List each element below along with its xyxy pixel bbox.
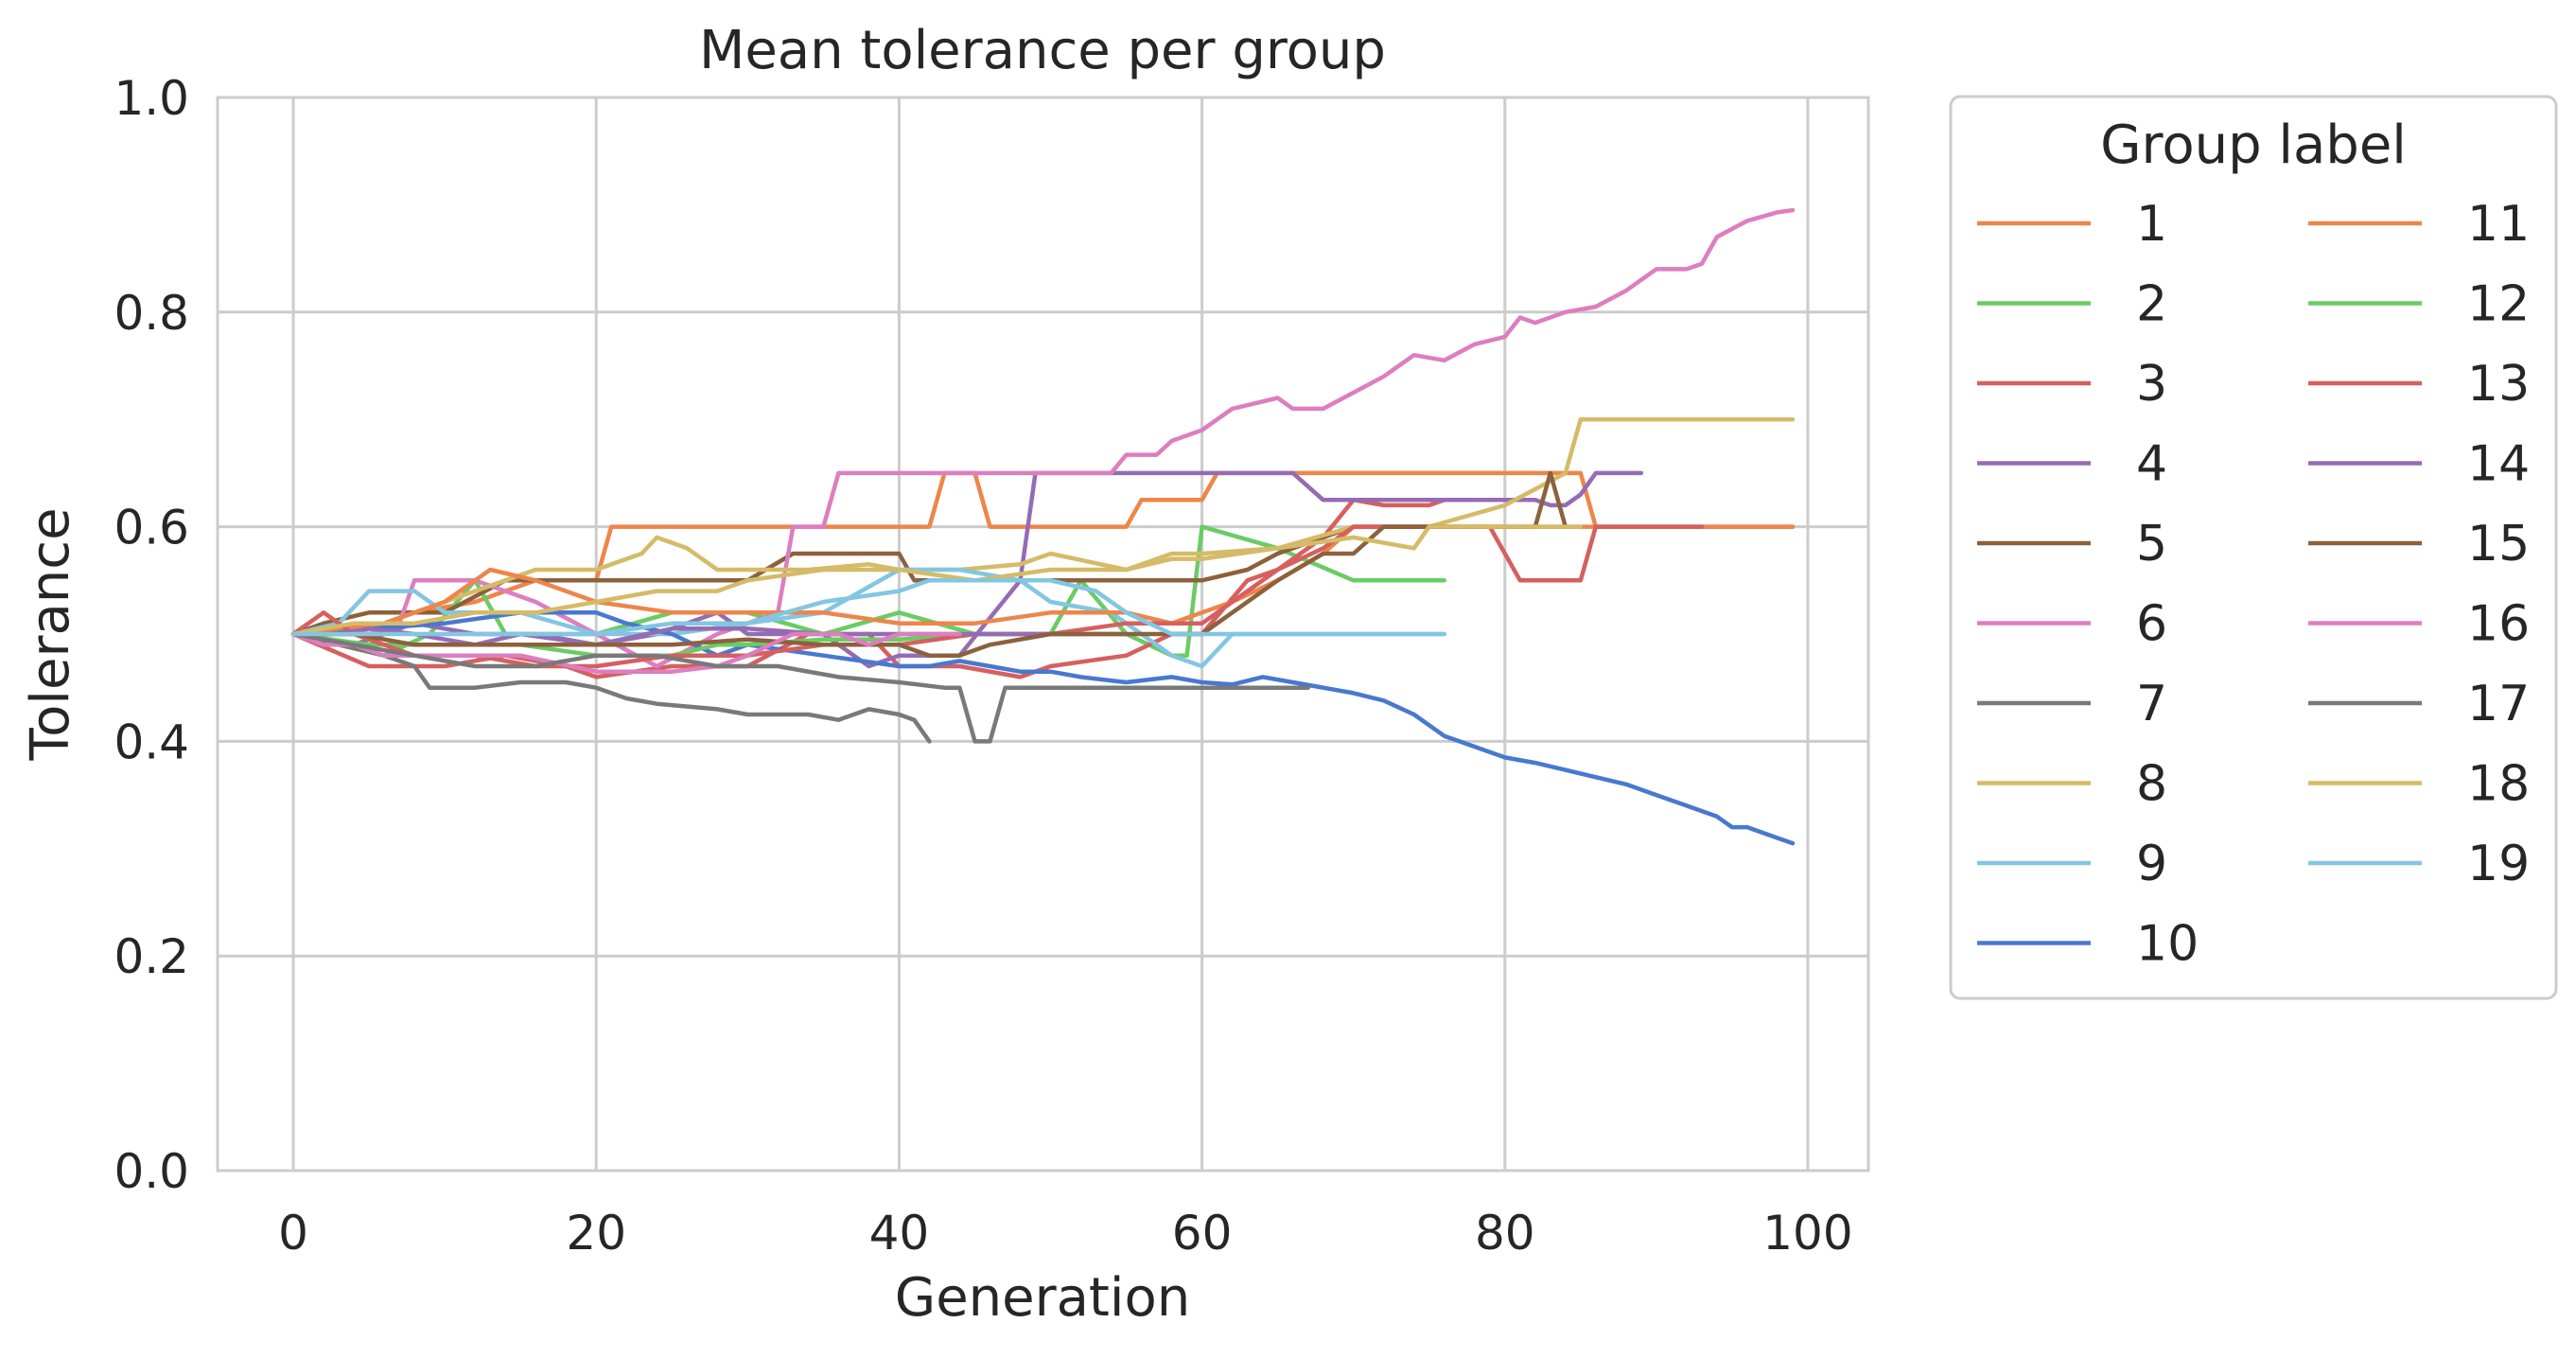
legend-entry-16: 16 xyxy=(2308,596,2530,653)
legend-label: 9 xyxy=(2136,836,2167,892)
x-axis-label: Generation xyxy=(895,1267,1190,1329)
legend-label: 5 xyxy=(2136,516,2167,573)
legend-label: 12 xyxy=(2467,276,2530,333)
x-tick-label: 80 xyxy=(1475,1206,1535,1261)
legend-entry-18: 18 xyxy=(2308,756,2530,813)
plot-frame xyxy=(216,96,1870,1173)
legend-label: 18 xyxy=(2467,756,2530,813)
legend-entry-2: 2 xyxy=(1977,276,2167,333)
legend-label: 2 xyxy=(2136,276,2167,333)
legend-label: 6 xyxy=(2136,596,2167,653)
y-tick-label: 0.4 xyxy=(114,714,189,769)
legend-entry-8: 8 xyxy=(1977,756,2167,813)
legend-entry-11: 11 xyxy=(2308,196,2530,253)
y-tick-labels: 0.0 0.2 0.4 0.6 0.8 1.0 xyxy=(114,71,189,1199)
legend-label: 7 xyxy=(2136,676,2167,732)
x-tick-label: 40 xyxy=(869,1206,930,1261)
legend-entry-19: 19 xyxy=(2308,836,2530,892)
legend-frame xyxy=(1949,95,2558,1000)
y-tick-label: 1.0 xyxy=(114,71,189,126)
series-lines xyxy=(290,207,1796,846)
legend-label: 11 xyxy=(2467,196,2530,253)
y-tick-label: 0.8 xyxy=(114,286,189,341)
legend-label: 8 xyxy=(2136,756,2167,813)
legend-title: Group label xyxy=(2100,115,2407,176)
x-tick-label: 20 xyxy=(566,1206,626,1261)
legend-label: 4 xyxy=(2136,436,2167,493)
x-tick-label: 100 xyxy=(1762,1206,1852,1261)
series-line-1 xyxy=(290,470,1796,637)
legend-entry-15: 15 xyxy=(2308,516,2530,573)
series-line-7 xyxy=(290,631,932,744)
series-line-19 xyxy=(290,578,1446,637)
legend: Group label 1234567891011121314151617181… xyxy=(1949,95,2558,1000)
legend-entry-12: 12 xyxy=(2308,276,2530,333)
legend-label: 15 xyxy=(2467,516,2530,573)
legend-entry-7: 7 xyxy=(1977,676,2167,732)
legend-entry-6: 6 xyxy=(1977,596,2167,653)
legend-entry-13: 13 xyxy=(2308,356,2530,413)
legend-entry-1: 1 xyxy=(1977,196,2167,253)
y-axis-label: Tolerance xyxy=(20,507,81,761)
legend-entry-9: 9 xyxy=(1977,836,2167,892)
legend-entry-4: 4 xyxy=(1977,436,2167,493)
series-line-14 xyxy=(290,626,1129,647)
x-tick-label: 60 xyxy=(1172,1206,1233,1261)
legend-label: 1 xyxy=(2136,196,2167,253)
legend-label: 13 xyxy=(2467,356,2530,413)
legend-entry-5: 5 xyxy=(1977,516,2167,573)
legend-entry-10: 10 xyxy=(1977,916,2199,973)
legend-entry-3: 3 xyxy=(1977,356,2167,413)
legend-label: 3 xyxy=(2136,356,2167,413)
legend-label: 10 xyxy=(2136,916,2199,973)
chart-title: Mean tolerance per group xyxy=(699,20,1386,81)
y-tick-label: 0.0 xyxy=(114,1144,189,1199)
series-line-18 xyxy=(290,524,1584,637)
x-tick-labels: 0 20 40 60 80 100 xyxy=(278,1206,1853,1261)
legend-label: 14 xyxy=(2467,436,2530,493)
legend-label: 19 xyxy=(2467,836,2530,892)
x-tick-label: 0 xyxy=(278,1206,308,1261)
legend-entry-17: 17 xyxy=(2308,676,2530,732)
series-line-17 xyxy=(290,631,1310,744)
y-tick-label: 0.2 xyxy=(114,929,189,984)
series-line-6 xyxy=(290,207,1796,669)
y-tick-label: 0.6 xyxy=(114,501,189,556)
legend-entry-14: 14 xyxy=(2308,436,2530,493)
legend-label: 16 xyxy=(2467,596,2530,653)
legend-label: 17 xyxy=(2467,676,2530,732)
